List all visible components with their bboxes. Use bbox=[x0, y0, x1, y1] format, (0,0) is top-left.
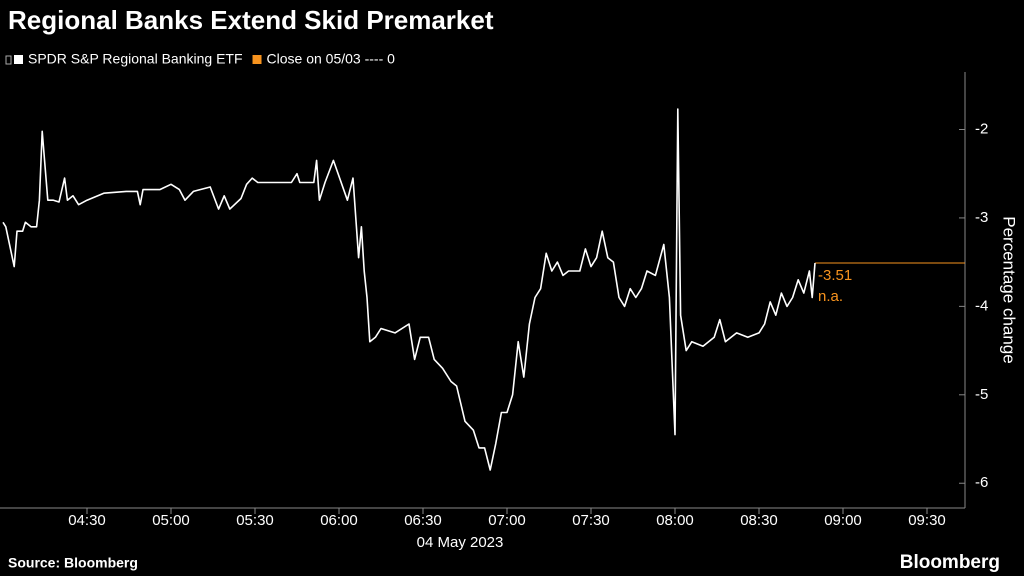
x-tick-label: 09:30 bbox=[908, 512, 946, 529]
x-tick-label: 07:30 bbox=[572, 512, 610, 529]
last-value-label: -3.51 bbox=[818, 267, 852, 284]
y-tick-label: -5 bbox=[975, 386, 988, 403]
x-tick-label: 04:30 bbox=[68, 512, 106, 529]
legend-label: SPDR S&P Regional Banking ETF bbox=[28, 51, 243, 67]
x-tick-label: 07:00 bbox=[488, 512, 526, 529]
y-tick-label: -3 bbox=[975, 209, 988, 226]
x-tick-label: 06:00 bbox=[320, 512, 358, 529]
chart-title: Regional Banks Extend Skid Premarket bbox=[8, 5, 494, 35]
y-tick-label: -2 bbox=[975, 120, 988, 137]
x-tick-label: 05:30 bbox=[236, 512, 274, 529]
legend-swatch bbox=[14, 55, 23, 64]
x-tick-label: 08:30 bbox=[740, 512, 778, 529]
legend-label: Close on 05/03 ---- 0 bbox=[267, 51, 396, 67]
y-tick-label: -4 bbox=[975, 297, 988, 314]
price-line bbox=[2, 108, 816, 471]
brand: Bloomberg bbox=[900, 552, 1000, 573]
na-label: n.a. bbox=[818, 288, 843, 305]
legend-swatch bbox=[252, 55, 262, 64]
x-axis-label: 04 May 2023 bbox=[417, 534, 504, 551]
source: Source: Bloomberg bbox=[8, 555, 138, 571]
x-tick-label: 06:30 bbox=[404, 512, 442, 529]
x-tick-label: 05:00 bbox=[152, 512, 190, 529]
legend-icon bbox=[5, 55, 12, 65]
x-tick-label: 09:00 bbox=[824, 512, 862, 529]
y-tick-label: -6 bbox=[975, 474, 988, 491]
x-tick-label: 08:00 bbox=[656, 512, 694, 529]
y-axis-label: Percentage change bbox=[1000, 216, 1019, 363]
